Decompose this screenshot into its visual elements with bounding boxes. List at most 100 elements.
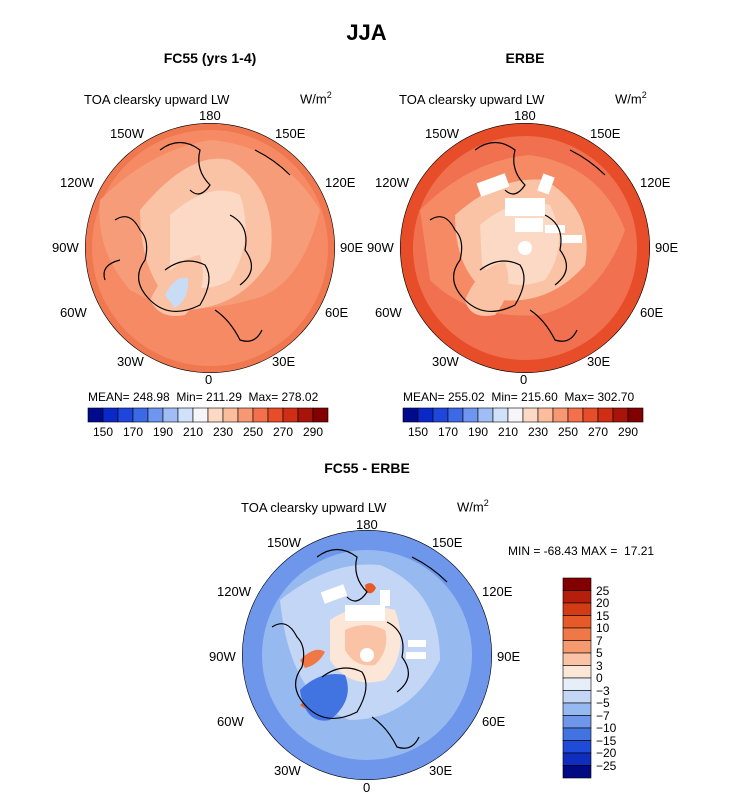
diff-colorbar-tick-label: 5: [596, 646, 603, 660]
diff-colorbar-swatch: [562, 615, 592, 629]
panel1-colorbar-swatch: [162, 407, 179, 423]
panel2-lon-180: 180: [514, 108, 536, 123]
panel2-lon-60w: 60W: [375, 305, 402, 320]
panel1-map: [85, 123, 335, 373]
diff-colorbar-tick-label: 0: [596, 671, 603, 685]
panel2-stats: MEAN= 255.02 Min= 215.60 Max= 302.70: [403, 390, 635, 404]
panel2-units: W/m2: [615, 90, 647, 107]
panel3-lon-180: 180: [356, 517, 378, 532]
panel1-lon-90w: 90W: [52, 240, 79, 255]
panel1-colorbar-swatch: [267, 407, 284, 423]
panel1-colorbar-swatch: [117, 407, 134, 423]
panel2-colorbar-swatch: [552, 407, 569, 423]
panel3-lon-30w: 30W: [274, 763, 301, 778]
panel2-map: [400, 123, 650, 373]
panel2-colorbar-swatch: [582, 407, 599, 423]
panel2-title: ERBE: [505, 50, 545, 66]
panel2-lon-150w: 150W: [425, 126, 459, 141]
panel2-lon-30w: 30W: [432, 354, 459, 369]
panel1-lon-150e: 150E: [275, 126, 306, 141]
panel2-colorbar-swatch: [507, 407, 524, 423]
diff-colorbar-swatch: [562, 627, 592, 641]
panel2-colorbar-swatch: [492, 407, 509, 423]
panel1-colorbar-tick-label: 250: [242, 425, 264, 439]
diff-colorbar-swatch: [562, 740, 592, 754]
panel1-colorbar-swatch: [252, 407, 269, 423]
panel1-colorbar-swatch: [147, 407, 164, 423]
panel1-colorbar-swatch: [282, 407, 299, 423]
panel2-colorbar-tick-label: 170: [437, 425, 459, 439]
panel1-colorbar-swatch: [237, 407, 254, 423]
panel2-colorbar: [402, 407, 644, 423]
panel1-colorbar-tick-label: 290: [302, 425, 324, 439]
diff-colorbar-tick-label: 3: [596, 658, 603, 673]
diff-colorbar-tick-label: 10: [596, 621, 610, 635]
panel1-colorbar-tick-label: 230: [212, 425, 234, 439]
panel1-lon-0: 0: [205, 372, 213, 387]
diff-colorbar-tick-label: 20: [596, 596, 610, 610]
diff-colorbar-swatch: [562, 752, 592, 766]
panel1-lon-120e: 120E: [325, 175, 356, 190]
panel2-colorbar-tick-label: 190: [467, 425, 489, 439]
panel3-lon-60e: 60E: [482, 714, 506, 729]
diff-colorbar-tick-label: −5: [596, 696, 610, 710]
panel2-colorbar-swatch: [447, 407, 464, 423]
panel2-lon-60e: 60E: [640, 305, 664, 320]
panel3-lon-0: 0: [363, 780, 371, 795]
panel2-colorbar-tick-label: 290: [617, 425, 639, 439]
panel1-lon-30w: 30W: [117, 354, 144, 369]
panel2-lon-120e: 120E: [640, 175, 671, 190]
panel3-subtitle: TOA clearsky upward LW: [241, 500, 387, 515]
panel3-lon-60w: 60W: [217, 714, 244, 729]
panel3-lon-90w: 90W: [209, 649, 236, 664]
diff-colorbar-swatch: [562, 602, 592, 616]
panel2-subtitle: TOA clearsky upward LW: [399, 92, 545, 107]
panel2-lon-90e: 90E: [655, 240, 679, 255]
panel1-colorbar-swatch: [102, 407, 119, 423]
panel2-lon-90w: 90W: [367, 240, 394, 255]
diff-colorbar-swatch: [562, 677, 592, 691]
panel1-colorbar-tick-label: 190: [152, 425, 174, 439]
panel1-lon-180: 180: [199, 108, 221, 123]
panel1-subtitle: TOA clearsky upward LW: [84, 92, 230, 107]
main-title: JJA: [346, 20, 387, 45]
panel2-colorbar-swatch: [627, 407, 644, 423]
diff-colorbar-tick-label: −7: [596, 708, 610, 723]
panel1-lon-90e: 90E: [340, 240, 364, 255]
panel1-colorbar-swatch: [222, 407, 239, 423]
panel2-colorbar-swatch: [612, 407, 629, 423]
panel1-colorbar-tick-label: 150: [92, 425, 114, 439]
panel2-colorbar-tick-label: 270: [587, 425, 609, 439]
diff-colorbar-swatch: [562, 727, 592, 741]
panel2-lon-120w: 120W: [375, 175, 409, 190]
panel1-colorbar-swatch: [177, 407, 194, 423]
diff-colorbar-swatch: [562, 690, 592, 704]
panel2-colorbar-swatch: [567, 407, 584, 423]
panel1-colorbar-swatch: [297, 407, 314, 423]
diff-colorbar-swatch: [562, 715, 592, 729]
panel3-lon-30e: 30E: [429, 763, 453, 778]
panel2-colorbar-swatch: [522, 407, 539, 423]
diff-colorbar-swatch: [562, 665, 592, 679]
panel2-colorbar-tick-label: 230: [527, 425, 549, 439]
diff-colorbar-tick-label: −3: [596, 683, 610, 698]
diff-colorbar-swatch: [562, 577, 592, 591]
panel3-units: W/m2: [457, 498, 489, 515]
diff-colorbar-tick-label: −20: [596, 746, 617, 760]
diff-colorbar: [562, 577, 592, 779]
panel2-colorbar-swatch: [537, 407, 554, 423]
panel3-lon-150e: 150E: [432, 535, 463, 550]
panel1-colorbar: [87, 407, 329, 423]
diff-colorbar-tick-label: 7: [596, 633, 603, 648]
diff-colorbar-swatch: [562, 765, 592, 779]
diff-colorbar-tick-label: −15: [596, 733, 617, 748]
panel1-colorbar-swatch: [207, 407, 224, 423]
panel1-lon-30e: 30E: [272, 354, 296, 369]
diff-colorbar-tick-label: 15: [596, 608, 610, 623]
panel2-lon-150e: 150E: [590, 126, 621, 141]
panel2-lon-0: 0: [520, 372, 528, 387]
panel3-lon-90e: 90E: [497, 649, 521, 664]
panel1-stats: MEAN= 248.98 Min= 211.29 Max= 278.02: [88, 390, 319, 404]
panel2-colorbar-swatch: [597, 407, 614, 423]
panel3-title: FC55 - ERBE: [324, 460, 410, 476]
